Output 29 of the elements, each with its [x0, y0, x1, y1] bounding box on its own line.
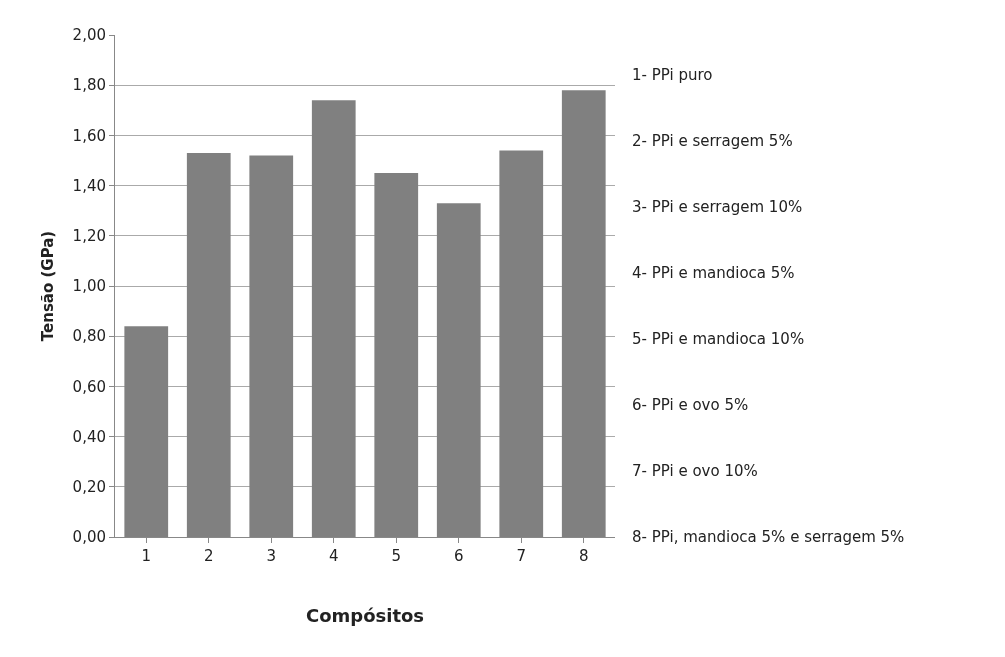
y-tick-label: 0,60 — [72, 377, 106, 396]
y-tick-label: 0,80 — [72, 327, 106, 346]
text: 6- PPi e ovo 5% — [632, 396, 749, 414]
x-tick-label: 5 — [391, 547, 402, 565]
y-tick-label: 0,00 — [72, 528, 106, 547]
y-axis-title: Tensão (GPa) — [38, 230, 57, 342]
text: 8- PPi, mandioca 5% e serragem 5% — [632, 528, 905, 546]
y-tick-label: 1,40 — [72, 176, 106, 195]
x-tick-label: 4 — [328, 547, 339, 565]
x-tick-label: 2 — [203, 547, 214, 565]
x-tick-label: 7 — [516, 547, 527, 565]
y-tick-label: 0,40 — [72, 427, 106, 446]
x-tick-label: 6 — [453, 547, 464, 565]
y-tick-label: 1,20 — [72, 227, 106, 246]
text: 4- PPi e mandioca 5% — [632, 264, 795, 282]
x-tick-label: 1 — [141, 547, 152, 565]
text: 3- PPi e serragem 10% — [632, 198, 803, 216]
y-tick-label: 1,00 — [72, 277, 106, 296]
x-tick-label: 8 — [578, 547, 589, 565]
y-tick-label: 1,80 — [72, 76, 106, 95]
text: 7- PPi e ovo 10% — [632, 462, 758, 480]
y-tick-label: 1,60 — [72, 126, 106, 145]
text: 5- PPi e mandioca 10% — [632, 330, 805, 348]
y-tick-label: 2,00 — [72, 26, 106, 45]
y-tick-label: 0,20 — [72, 478, 106, 497]
text: 2- PPi e serragem 5% — [632, 132, 793, 150]
x-axis-title: Compósitos — [305, 605, 425, 627]
text: 1- PPi puro — [632, 66, 713, 84]
x-tick-label: 3 — [266, 547, 277, 565]
